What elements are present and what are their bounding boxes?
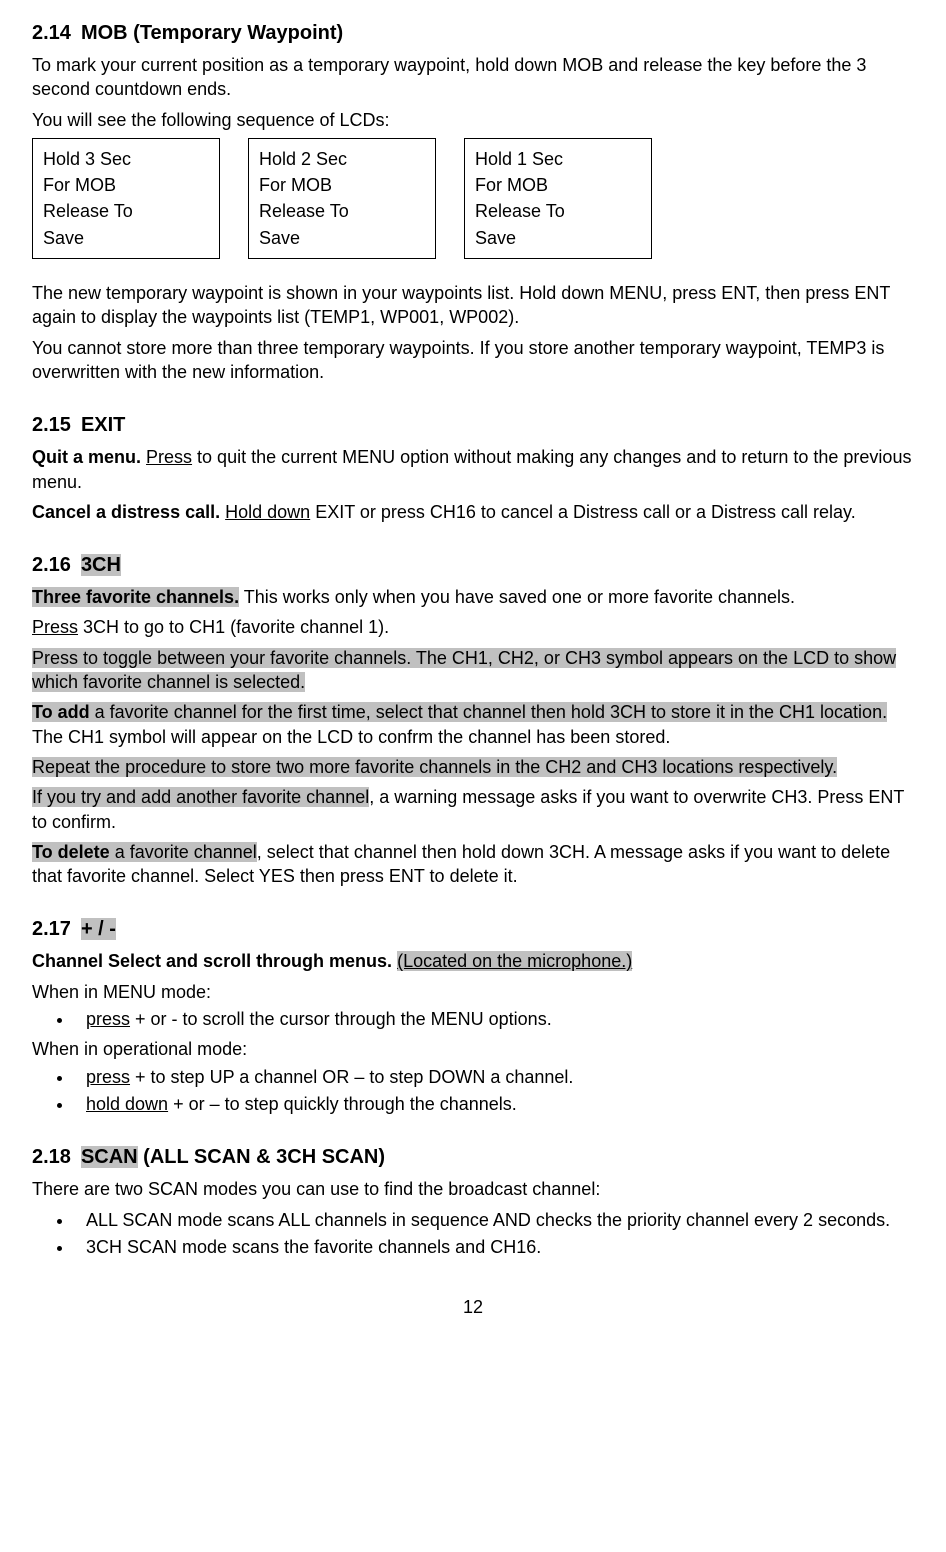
- highlight: Repeat the procedure to store two more f…: [32, 757, 837, 777]
- list-item: press + or - to scroll the cursor throug…: [74, 1007, 914, 1031]
- bullet-list: ALL SCAN mode scans ALL channels in sequ…: [32, 1208, 914, 1260]
- paragraph: There are two SCAN modes you can use to …: [32, 1177, 914, 1201]
- lcd-line: For MOB: [475, 173, 641, 197]
- bold-text: Quit a menu.: [32, 447, 141, 467]
- paragraph: Three favorite channels. This works only…: [32, 585, 914, 609]
- page-number: 12: [32, 1295, 914, 1319]
- section-2-15: 2.15 EXIT Quit a menu. Press to quit the…: [32, 412, 914, 524]
- heading-2-18: 2.18 SCAN (ALL SCAN & 3CH SCAN): [32, 1144, 914, 1171]
- underlined-text: press: [86, 1009, 130, 1029]
- list-item: hold down + or – to step quickly through…: [74, 1092, 914, 1116]
- lcd-line: Release To: [43, 199, 209, 223]
- bullet-list: press + to step UP a channel OR – to ste…: [32, 1065, 914, 1117]
- lcd-line: Release To: [259, 199, 425, 223]
- highlight: To delete a favorite channel: [32, 842, 257, 862]
- bullet-list: press + or - to scroll the cursor throug…: [32, 1007, 914, 1031]
- section-title: MOB (Temporary Waypoint): [81, 20, 343, 47]
- section-2-14: 2.14 MOB (Temporary Waypoint) To mark yo…: [32, 20, 914, 384]
- bold-text: To add: [32, 702, 90, 722]
- paragraph: Repeat the procedure to store two more f…: [32, 755, 914, 779]
- section-2-18: 2.18 SCAN (ALL SCAN & 3CH SCAN) There ar…: [32, 1144, 914, 1259]
- paragraph: Channel Select and scroll through menus.…: [32, 949, 914, 973]
- lcd-box-3: Hold 1 Sec For MOB Release To Save: [464, 138, 652, 259]
- lcd-row: Hold 3 Sec For MOB Release To Save Hold …: [32, 138, 914, 259]
- paragraph: Press 3CH to go to CH1 (favorite channel…: [32, 615, 914, 639]
- highlight: To add a favorite channel for the first …: [32, 702, 887, 722]
- section-number: 2.16: [32, 552, 71, 579]
- paragraph: To add a favorite channel for the first …: [32, 700, 914, 749]
- section-2-17: 2.17 + / - Channel Select and scroll thr…: [32, 916, 914, 1116]
- list-item: ALL SCAN mode scans ALL channels in sequ…: [74, 1208, 914, 1232]
- bold-text: Cancel a distress call.: [32, 502, 220, 522]
- lcd-line: Save: [43, 226, 209, 250]
- bold-highlight: Three favorite channels.: [32, 587, 239, 607]
- lcd-box-2: Hold 2 Sec For MOB Release To Save: [248, 138, 436, 259]
- list-item: 3CH SCAN mode scans the favorite channel…: [74, 1235, 914, 1259]
- lcd-line: Hold 1 Sec: [475, 147, 641, 171]
- text: a favorite channel: [110, 842, 257, 862]
- lcd-line: For MOB: [43, 173, 209, 197]
- highlight: + / -: [81, 918, 116, 940]
- text: This works only when you have saved one …: [239, 587, 795, 607]
- highlight: 3CH: [81, 554, 121, 576]
- section-number: 2.17: [32, 916, 71, 943]
- underlined-text: Hold down: [225, 502, 310, 522]
- text: 3CH to go to CH1 (favorite channel 1).: [78, 617, 389, 637]
- section-title: 3CH: [81, 552, 121, 579]
- heading-2-14: 2.14 MOB (Temporary Waypoint): [32, 20, 914, 47]
- lcd-line: Hold 3 Sec: [43, 147, 209, 171]
- heading-2-17: 2.17 + / -: [32, 916, 914, 943]
- section-number: 2.18: [32, 1144, 71, 1171]
- highlight-underlined: (Located on the microphone.): [397, 951, 632, 971]
- lcd-line: For MOB: [259, 173, 425, 197]
- section-title: SCAN (ALL SCAN & 3CH SCAN): [81, 1144, 385, 1171]
- text: The CH1 symbol will appear on the LCD to…: [32, 727, 670, 747]
- paragraph: You cannot store more than three tempora…: [32, 336, 914, 385]
- bold-text: Channel Select and scroll through menus.: [32, 951, 392, 971]
- text: + to step UP a channel OR – to step DOWN…: [130, 1067, 573, 1087]
- section-2-16: 2.16 3CH Three favorite channels. This w…: [32, 552, 914, 888]
- paragraph: When in operational mode:: [32, 1037, 914, 1061]
- lcd-line: Save: [259, 226, 425, 250]
- paragraph: The new temporary waypoint is shown in y…: [32, 281, 914, 330]
- text: EXIT or press CH16 to cancel a Distress …: [310, 502, 856, 522]
- underlined-text: hold down: [86, 1094, 168, 1114]
- section-title: EXIT: [81, 412, 125, 439]
- bold-text: To delete: [32, 842, 110, 862]
- highlight: SCAN: [81, 1146, 138, 1168]
- lcd-line: Hold 2 Sec: [259, 147, 425, 171]
- section-number: 2.14: [32, 20, 71, 47]
- highlight: If you try and add another favorite chan…: [32, 787, 369, 807]
- text: + or – to step quickly through the chann…: [168, 1094, 517, 1114]
- underlined-text: Press: [32, 617, 78, 637]
- paragraph: If you try and add another favorite chan…: [32, 785, 914, 834]
- list-item: press + to step UP a channel OR – to ste…: [74, 1065, 914, 1089]
- heading-2-15: 2.15 EXIT: [32, 412, 914, 439]
- lcd-box-1: Hold 3 Sec For MOB Release To Save: [32, 138, 220, 259]
- section-title: + / -: [81, 916, 116, 943]
- highlight: Press to toggle between your favorite ch…: [32, 648, 896, 692]
- section-number: 2.15: [32, 412, 71, 439]
- text: + or - to scroll the cursor through the …: [130, 1009, 552, 1029]
- paragraph: You will see the following sequence of L…: [32, 108, 914, 132]
- text: (ALL SCAN & 3CH SCAN): [138, 1146, 385, 1168]
- lcd-line: Save: [475, 226, 641, 250]
- text: a favorite channel for the first time, s…: [90, 702, 887, 722]
- underlined-text: press: [86, 1067, 130, 1087]
- paragraph: Quit a menu. Press to quit the current M…: [32, 445, 914, 494]
- lcd-line: Release To: [475, 199, 641, 223]
- paragraph: To mark your current position as a tempo…: [32, 53, 914, 102]
- paragraph: When in MENU mode:: [32, 980, 914, 1004]
- underlined-text: Press: [146, 447, 192, 467]
- heading-2-16: 2.16 3CH: [32, 552, 914, 579]
- paragraph: Cancel a distress call. Hold down EXIT o…: [32, 500, 914, 524]
- paragraph: Press to toggle between your favorite ch…: [32, 646, 914, 695]
- paragraph: To delete a favorite channel, select tha…: [32, 840, 914, 889]
